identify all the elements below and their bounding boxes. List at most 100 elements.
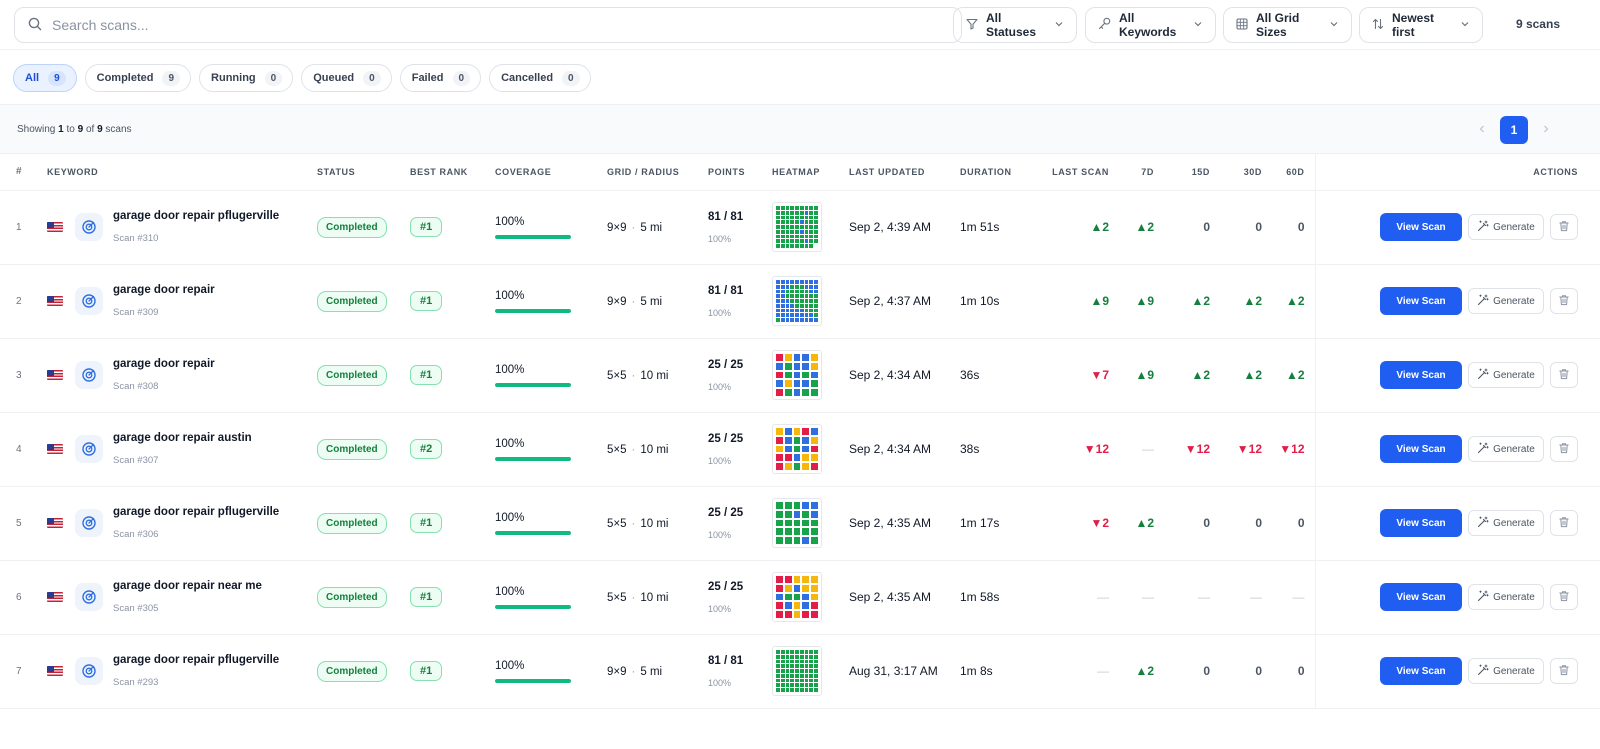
heatmap-thumbnail[interactable] bbox=[772, 498, 822, 548]
keyword-name[interactable]: garage door repair bbox=[113, 284, 215, 296]
keyword-text: garage door repair Scan #308 bbox=[113, 358, 215, 392]
status-tab-all[interactable]: All 9 bbox=[13, 64, 77, 92]
status-filter-dropdown[interactable]: All Statuses bbox=[953, 7, 1077, 43]
view-scan-button[interactable]: View Scan bbox=[1380, 361, 1462, 389]
us-flag-icon bbox=[47, 370, 63, 380]
table-row[interactable]: 5 garage door repair pflugerville Scan #… bbox=[0, 486, 1600, 561]
keyword-block: garage door repair Scan #309 bbox=[47, 284, 317, 318]
table-row[interactable]: 1 garage door repair pflugerville Scan #… bbox=[0, 190, 1600, 265]
heatmap-cell bbox=[814, 659, 818, 664]
heatmap-thumbnail[interactable] bbox=[772, 424, 822, 474]
keyword-name[interactable]: garage door repair austin bbox=[113, 432, 252, 444]
col-header-last-updated[interactable]: LAST UPDATED bbox=[849, 154, 960, 191]
status-tab-completed[interactable]: Completed 9 bbox=[84, 64, 192, 92]
heatmap-cell bbox=[780, 289, 785, 294]
col-header-7d[interactable]: 7D bbox=[1119, 154, 1164, 191]
status-tab-failed[interactable]: Failed 0 bbox=[399, 64, 482, 92]
generate-button[interactable]: Generate bbox=[1468, 436, 1544, 462]
grid-size-filter-dropdown[interactable]: All Grid Sizes bbox=[1223, 7, 1352, 43]
view-scan-button[interactable]: View Scan bbox=[1380, 213, 1462, 241]
view-scan-button[interactable]: View Scan bbox=[1380, 509, 1462, 537]
heatmap-cell bbox=[790, 683, 795, 688]
col-header-best-rank[interactable]: BEST RANK bbox=[410, 154, 495, 191]
heatmap-thumbnail[interactable] bbox=[772, 572, 822, 622]
view-scan-button[interactable]: View Scan bbox=[1380, 657, 1462, 685]
generate-button[interactable]: Generate bbox=[1468, 658, 1544, 684]
keyword-name[interactable]: garage door repair pflugerville bbox=[113, 506, 280, 518]
delete-button[interactable] bbox=[1550, 288, 1578, 314]
keyword-name[interactable]: garage door repair bbox=[113, 358, 215, 370]
heatmap-cell bbox=[802, 463, 810, 470]
heatmap-cell bbox=[809, 244, 814, 248]
status-tab-running[interactable]: Running 0 bbox=[199, 64, 294, 92]
col-header-duration[interactable]: DURATION bbox=[960, 154, 1047, 191]
heatmap-cell bbox=[785, 215, 790, 220]
status-tab-label: All bbox=[25, 72, 40, 84]
heatmap-cell bbox=[814, 650, 818, 654]
heatmap-cell bbox=[780, 294, 785, 299]
heatmap-thumbnail[interactable] bbox=[772, 276, 822, 326]
generate-button[interactable]: Generate bbox=[1468, 288, 1544, 314]
trash-icon bbox=[1558, 294, 1570, 309]
heatmap-cell bbox=[802, 611, 810, 618]
page-button-current[interactable]: 1 bbox=[1500, 116, 1528, 144]
col-header-15d[interactable]: 15D bbox=[1164, 154, 1220, 191]
view-scan-button[interactable]: View Scan bbox=[1380, 287, 1462, 315]
generate-button[interactable]: Generate bbox=[1468, 362, 1544, 388]
heatmap-cell bbox=[811, 445, 818, 453]
search-box[interactable] bbox=[14, 7, 962, 43]
heatmap-cell bbox=[785, 678, 790, 683]
view-scan-button[interactable]: View Scan bbox=[1380, 435, 1462, 463]
col-header-coverage[interactable]: COVERAGE bbox=[495, 154, 607, 191]
heatmap-cell bbox=[799, 294, 804, 299]
sort-dropdown[interactable]: Newest first bbox=[1359, 7, 1483, 43]
col-header-last-scan[interactable]: LAST SCAN bbox=[1047, 154, 1119, 191]
table-row[interactable]: 4 garage door repair austin Scan #307 Co… bbox=[0, 412, 1600, 487]
status-tab-queued[interactable]: Queued 0 bbox=[301, 64, 392, 92]
heatmap-cell bbox=[795, 239, 799, 244]
table-row[interactable]: 7 garage door repair pflugerville Scan #… bbox=[0, 634, 1600, 709]
col-header-status[interactable]: STATUS bbox=[317, 154, 410, 191]
col-header-grid-radius[interactable]: GRID / RADIUS bbox=[607, 154, 708, 191]
status-tab-cancelled[interactable]: Cancelled 0 bbox=[489, 64, 591, 92]
heatmap-cell bbox=[785, 659, 790, 664]
prev-page-button[interactable] bbox=[1468, 116, 1496, 144]
heatmap-cell bbox=[799, 210, 804, 215]
table-row[interactable]: 3 garage door repair Scan #308 Completed… bbox=[0, 338, 1600, 413]
heatmap-cell bbox=[804, 659, 809, 664]
col-header-points[interactable]: POINTS bbox=[708, 154, 772, 191]
heatmap-cell bbox=[784, 362, 792, 370]
next-page-button[interactable] bbox=[1532, 116, 1560, 144]
delete-button[interactable] bbox=[1550, 658, 1578, 684]
heatmap-thumbnail[interactable] bbox=[772, 202, 822, 252]
keyword-filter-dropdown[interactable]: All Keywords bbox=[1085, 7, 1216, 43]
col-header-60d[interactable]: 60D bbox=[1272, 154, 1315, 191]
delete-button[interactable] bbox=[1550, 436, 1578, 462]
heatmap-cell bbox=[809, 215, 814, 220]
view-scan-button[interactable]: View Scan bbox=[1380, 583, 1462, 611]
change-30d: ▲2 bbox=[1220, 264, 1272, 339]
heatmap-cell bbox=[814, 215, 818, 220]
heatmap-cell bbox=[814, 206, 818, 210]
heatmap-thumbnail[interactable] bbox=[772, 646, 822, 696]
search-input[interactable] bbox=[52, 17, 932, 33]
points-cell: 25 / 25 100% bbox=[708, 338, 772, 413]
delete-button[interactable] bbox=[1550, 584, 1578, 610]
table-row[interactable]: 6 garage door repair near me Scan #305 C… bbox=[0, 560, 1600, 635]
generate-button[interactable]: Generate bbox=[1468, 510, 1544, 536]
table-row[interactable]: 2 garage door repair Scan #309 Completed… bbox=[0, 264, 1600, 339]
col-header-keyword[interactable]: KEYWORD bbox=[47, 154, 317, 191]
heatmap-thumbnail[interactable] bbox=[772, 350, 822, 400]
generate-button[interactable]: Generate bbox=[1468, 214, 1544, 240]
delete-button[interactable] bbox=[1550, 510, 1578, 536]
col-header-30d[interactable]: 30D bbox=[1220, 154, 1272, 191]
points-value: 81 / 81 bbox=[708, 654, 744, 667]
heatmap-cell bbox=[790, 313, 795, 318]
keyword-name[interactable]: garage door repair pflugerville bbox=[113, 210, 280, 222]
separator-dot: · bbox=[631, 444, 636, 456]
generate-button[interactable]: Generate bbox=[1468, 584, 1544, 610]
delete-button[interactable] bbox=[1550, 362, 1578, 388]
delete-button[interactable] bbox=[1550, 214, 1578, 240]
keyword-name[interactable]: garage door repair pflugerville bbox=[113, 654, 280, 666]
keyword-name[interactable]: garage door repair near me bbox=[113, 580, 262, 592]
